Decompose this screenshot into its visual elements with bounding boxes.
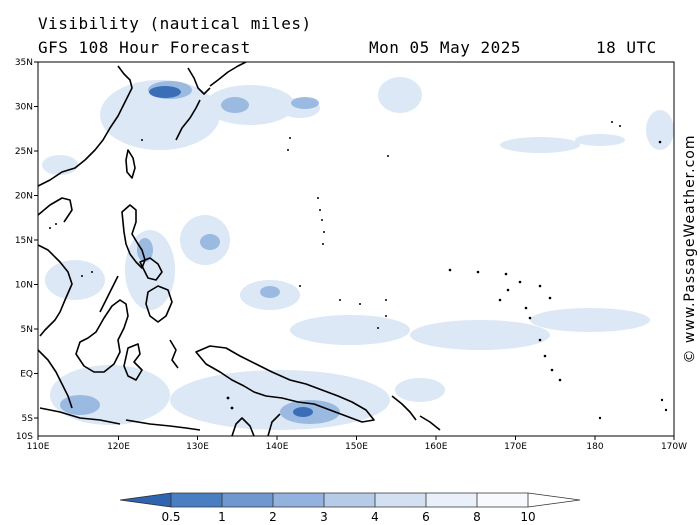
lat-label: 5S: [22, 414, 34, 424]
low-visibility-patch: [149, 86, 181, 98]
legend-swatch: [171, 493, 222, 507]
lat-label: 30N: [15, 103, 33, 113]
legend-label: 10: [520, 510, 535, 524]
visibility-shading: [42, 77, 674, 430]
legend-label: 1: [218, 510, 226, 524]
lon-label: 170W: [661, 442, 687, 452]
lat-label: 15N: [15, 236, 33, 246]
latitude-axis: 35N 30N 25N 20N 15N 10N 5N EQ 5S 10S: [15, 58, 38, 442]
lon-label: 160E: [425, 442, 448, 452]
legend-label: 8: [473, 510, 481, 524]
lat-label: 10S: [16, 432, 33, 442]
longitude-axis: 110E 120E 130E 140E 150E 160E 170E 180 1…: [27, 436, 687, 452]
lon-label: 180: [586, 442, 603, 452]
legend-swatch: [273, 493, 324, 507]
legend-swatch: [222, 493, 273, 507]
lon-label: 170E: [504, 442, 527, 452]
legend-label: 4: [371, 510, 379, 524]
legend-swatch: [528, 493, 580, 507]
legend-label: 6: [422, 510, 430, 524]
legend-swatch: [426, 493, 477, 507]
legend-swatch: [477, 493, 528, 507]
lat-label: 25N: [15, 147, 33, 157]
lat-label: 35N: [15, 58, 33, 68]
legend-label: 3: [320, 510, 328, 524]
lat-label: 5N: [21, 325, 33, 335]
map-title: Visibility (nautical miles): [38, 14, 312, 33]
site-credit: © www.PassageWeather.com: [682, 134, 698, 363]
forecast-date: Mon 05 May 2025: [369, 38, 521, 57]
lat-label: 20N: [15, 192, 33, 202]
lon-label: 110E: [27, 442, 50, 452]
legend-swatch: [324, 493, 375, 507]
forecast-subtitle: GFS 108 Hour Forecast: [38, 38, 251, 57]
lon-label: 120E: [107, 442, 130, 452]
visibility-legend: 0.5 1 2 3 4 6 8 10: [119, 492, 581, 524]
coastlines: [38, 62, 441, 436]
legend-swatch: [120, 493, 171, 507]
small-islands: [49, 121, 668, 420]
legend-label: 2: [269, 510, 277, 524]
legend-label: 0.5: [161, 510, 180, 524]
lon-label: 140E: [266, 442, 289, 452]
lat-label: 10N: [15, 281, 33, 291]
lat-label: EQ: [20, 370, 33, 380]
lon-label: 150E: [345, 442, 368, 452]
lon-label: 130E: [186, 442, 209, 452]
forecast-time: 18 UTC: [596, 38, 657, 57]
legend-swatch: [375, 493, 426, 507]
